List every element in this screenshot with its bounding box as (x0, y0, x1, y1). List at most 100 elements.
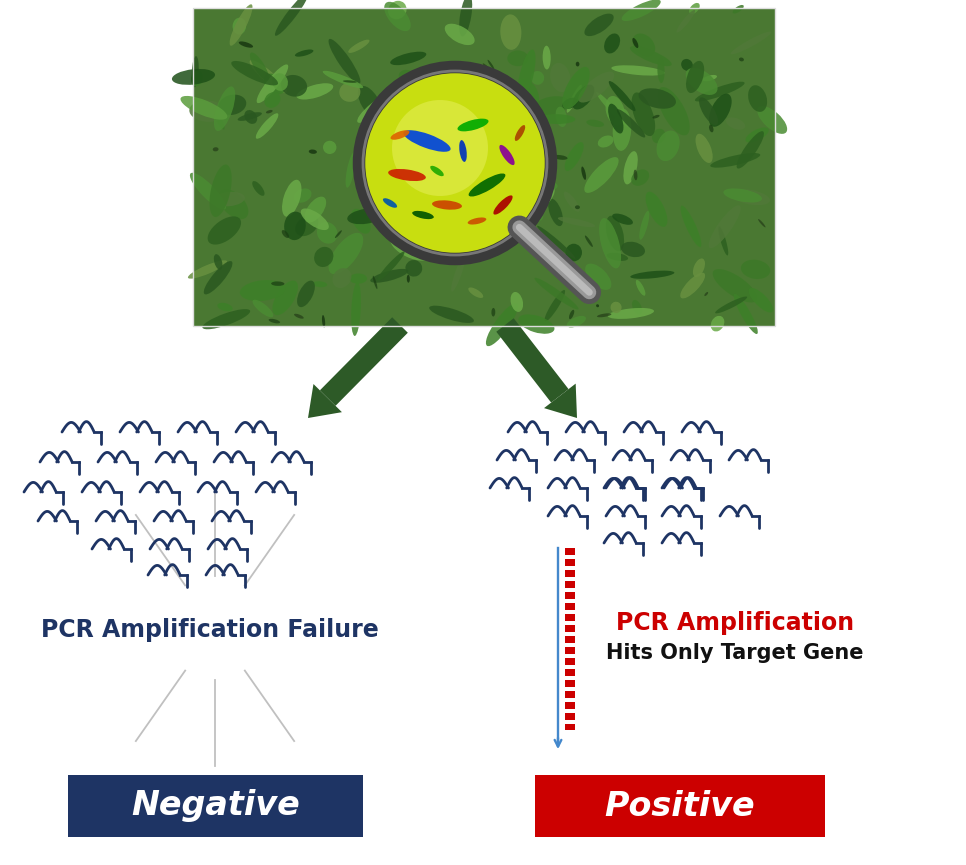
Ellipse shape (584, 235, 593, 247)
Ellipse shape (609, 81, 636, 111)
Bar (565, 680, 575, 687)
Ellipse shape (468, 217, 486, 225)
Bar (68, 775, 363, 837)
Ellipse shape (256, 113, 278, 138)
Ellipse shape (606, 96, 625, 125)
Ellipse shape (711, 316, 724, 331)
Ellipse shape (469, 287, 483, 298)
Ellipse shape (598, 136, 613, 148)
Ellipse shape (499, 145, 515, 165)
Ellipse shape (584, 157, 618, 193)
Ellipse shape (282, 230, 289, 238)
Ellipse shape (213, 86, 235, 131)
Ellipse shape (537, 181, 557, 190)
Ellipse shape (257, 64, 288, 103)
Ellipse shape (404, 131, 450, 151)
Ellipse shape (584, 14, 613, 36)
Ellipse shape (639, 211, 649, 240)
Ellipse shape (494, 195, 513, 215)
Ellipse shape (695, 81, 745, 101)
Ellipse shape (217, 303, 233, 311)
Ellipse shape (599, 218, 621, 268)
Ellipse shape (680, 206, 701, 247)
Ellipse shape (758, 219, 765, 227)
Ellipse shape (272, 280, 298, 315)
Ellipse shape (459, 0, 472, 36)
Ellipse shape (440, 188, 472, 201)
Ellipse shape (252, 181, 265, 195)
Ellipse shape (238, 112, 262, 121)
Bar (565, 548, 575, 555)
Ellipse shape (350, 273, 367, 284)
Polygon shape (497, 318, 569, 402)
Ellipse shape (349, 40, 369, 53)
Ellipse shape (464, 228, 482, 257)
Ellipse shape (424, 132, 436, 156)
Bar (565, 636, 575, 643)
Ellipse shape (189, 100, 226, 122)
Ellipse shape (432, 201, 462, 209)
Ellipse shape (639, 88, 676, 109)
Ellipse shape (323, 71, 363, 88)
Bar (565, 724, 575, 730)
Ellipse shape (736, 131, 764, 169)
Ellipse shape (213, 254, 222, 270)
Ellipse shape (464, 144, 473, 196)
Bar (565, 691, 575, 698)
Ellipse shape (429, 305, 474, 323)
Ellipse shape (686, 68, 718, 95)
Ellipse shape (400, 162, 407, 194)
Ellipse shape (569, 310, 574, 319)
Ellipse shape (702, 75, 717, 81)
Ellipse shape (719, 227, 728, 255)
Ellipse shape (565, 244, 582, 261)
Ellipse shape (741, 260, 770, 279)
Bar (193, 8, 775, 326)
Ellipse shape (710, 153, 760, 168)
Ellipse shape (373, 276, 378, 289)
Bar (565, 559, 575, 566)
Ellipse shape (575, 205, 580, 209)
Ellipse shape (191, 70, 203, 86)
Ellipse shape (632, 93, 655, 136)
Bar (565, 702, 575, 709)
Ellipse shape (218, 94, 246, 115)
Ellipse shape (696, 134, 713, 163)
Ellipse shape (585, 264, 611, 290)
Ellipse shape (407, 275, 410, 283)
Ellipse shape (313, 281, 327, 287)
Ellipse shape (519, 314, 554, 334)
Ellipse shape (379, 199, 388, 203)
Ellipse shape (500, 15, 522, 50)
Ellipse shape (281, 75, 307, 97)
Ellipse shape (634, 170, 638, 180)
Ellipse shape (579, 72, 614, 103)
Ellipse shape (469, 174, 505, 196)
Ellipse shape (748, 86, 767, 112)
Ellipse shape (608, 308, 654, 319)
Ellipse shape (596, 304, 599, 307)
Ellipse shape (497, 229, 511, 248)
Ellipse shape (462, 169, 509, 198)
Ellipse shape (567, 316, 586, 328)
Ellipse shape (269, 319, 280, 324)
Text: PCR Amplification: PCR Amplification (616, 611, 854, 635)
Ellipse shape (282, 180, 301, 217)
Ellipse shape (681, 59, 693, 71)
Ellipse shape (713, 269, 757, 303)
Ellipse shape (352, 208, 371, 234)
Ellipse shape (430, 166, 443, 176)
Ellipse shape (632, 300, 642, 315)
Polygon shape (320, 317, 408, 406)
Ellipse shape (699, 98, 718, 125)
Ellipse shape (689, 3, 699, 14)
Polygon shape (544, 383, 577, 418)
Ellipse shape (492, 308, 496, 317)
Ellipse shape (240, 280, 285, 301)
Ellipse shape (511, 292, 523, 312)
Ellipse shape (451, 255, 466, 292)
Bar (193, 8, 775, 326)
Ellipse shape (724, 189, 762, 202)
Ellipse shape (380, 88, 409, 135)
Bar (535, 775, 825, 837)
